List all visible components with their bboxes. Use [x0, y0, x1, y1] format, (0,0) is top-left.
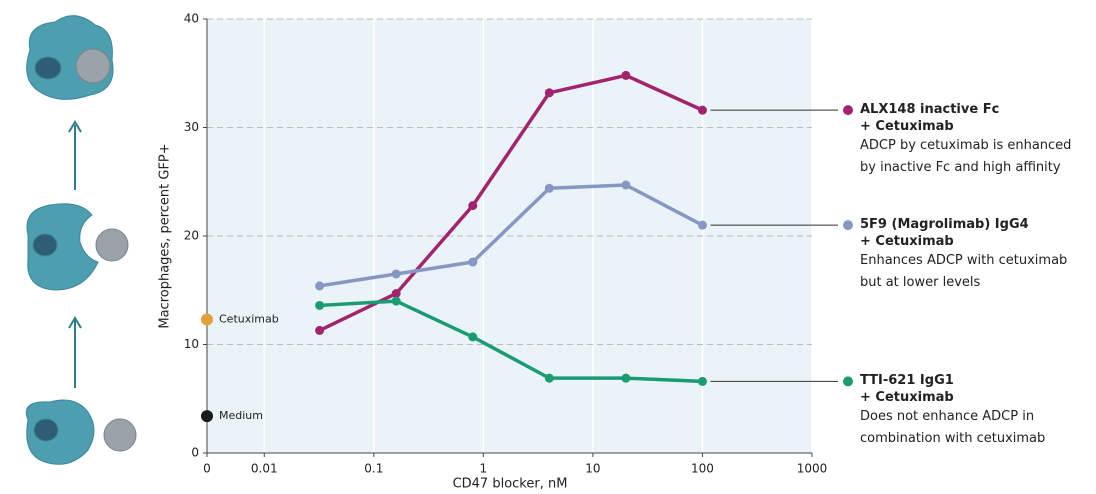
legend-description: ADCP by cetuximab is enhanced by inactiv…: [860, 135, 1071, 179]
legend-marker: [843, 220, 853, 230]
point: [315, 301, 324, 310]
x-tick-label: 1: [480, 462, 488, 476]
legend-marker: [843, 105, 853, 115]
point: [621, 374, 630, 383]
point: [468, 332, 477, 341]
point: [315, 326, 324, 335]
point: [545, 88, 554, 97]
point: [698, 221, 707, 230]
x-tick-label: 0: [203, 462, 211, 476]
y-tick-label: 40: [184, 12, 199, 26]
y-tick-label: 0: [191, 446, 199, 460]
point: [545, 374, 554, 383]
legend-entry: ALX148 inactive Fc + Cetuximab: [860, 101, 999, 135]
legend-entry: TTI-621 IgG1 + Cetuximab: [860, 372, 954, 406]
reference-point: [201, 314, 213, 326]
point: [698, 106, 707, 115]
point: [698, 377, 707, 386]
y-axis-label: Macrophages, percent GFP+: [158, 143, 173, 328]
page: CD47 blocker, nM Macrophages, percent GF…: [0, 0, 1096, 494]
point: [315, 281, 324, 290]
point: [392, 269, 401, 278]
reference-label: Cetuximab: [219, 313, 279, 326]
reference-label: Medium: [219, 409, 263, 422]
x-tick-label: 100: [691, 462, 714, 476]
legend-description: Does not enhance ADCP in combination wit…: [860, 406, 1045, 450]
legend-description: Enhances ADCP with cetuximab but at lowe…: [860, 250, 1067, 294]
legend-entry: 5F9 (Magrolimab) IgG4 + Cetuximab: [860, 216, 1029, 250]
point: [468, 258, 477, 267]
x-tick-label: 1000: [797, 462, 828, 476]
point: [545, 184, 554, 193]
x-tick-label: 10: [585, 462, 600, 476]
x-axis-label: CD47 blocker, nM: [453, 477, 568, 492]
x-tick-label: 0.01: [251, 462, 278, 476]
legend-marker: [843, 376, 853, 386]
point: [621, 71, 630, 80]
x-tick-label: 0.1: [364, 462, 383, 476]
reference-point: [201, 410, 213, 422]
y-tick-label: 30: [184, 120, 199, 134]
point: [392, 297, 401, 306]
point: [468, 201, 477, 210]
y-tick-label: 10: [184, 337, 199, 351]
illustration: [26, 16, 136, 465]
y-tick-label: 20: [184, 229, 199, 243]
point: [621, 181, 630, 190]
